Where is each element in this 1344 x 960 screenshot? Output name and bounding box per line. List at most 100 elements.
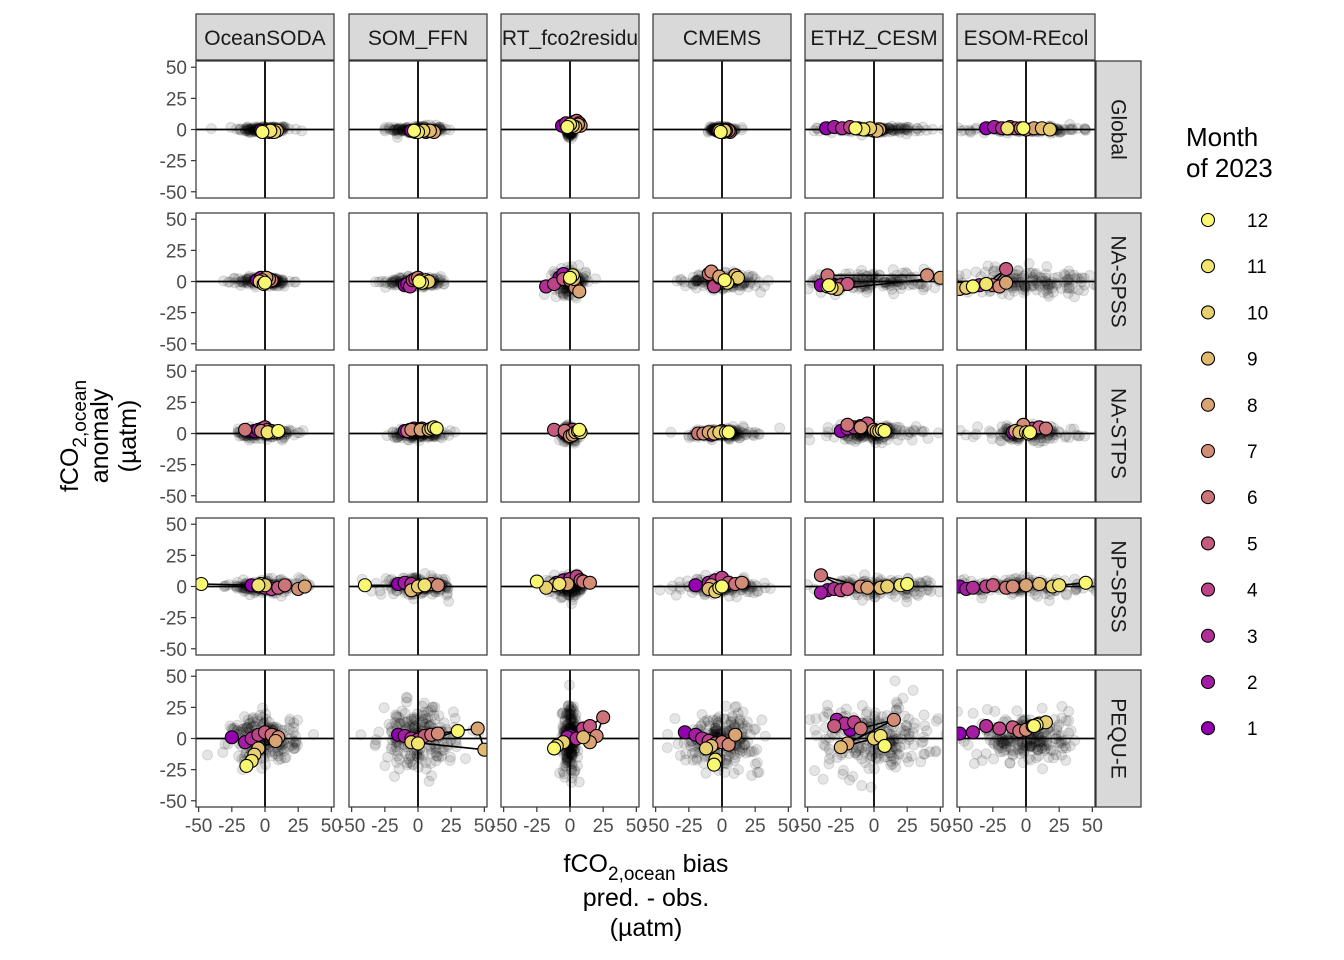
background-point	[736, 426, 748, 438]
background-point	[426, 770, 438, 782]
month-point-7	[430, 726, 445, 741]
background-point	[236, 723, 248, 735]
background-point	[278, 745, 290, 757]
background-point	[736, 745, 748, 757]
background-point	[379, 125, 391, 137]
background-point	[672, 738, 684, 750]
background-point	[1069, 584, 1081, 596]
background-point	[1041, 261, 1053, 273]
background-point	[1061, 589, 1073, 601]
month-point-12	[965, 279, 980, 294]
month-point-6	[1038, 421, 1053, 436]
background-point	[1027, 279, 1039, 291]
panel-border	[348, 212, 488, 351]
background-point	[680, 754, 692, 766]
month-point-11	[979, 276, 994, 292]
background-point	[233, 750, 245, 762]
background-point	[755, 286, 767, 298]
background-point	[748, 746, 760, 758]
month-point-12	[429, 421, 444, 436]
background-point	[425, 704, 437, 716]
background-point	[690, 282, 702, 294]
month-point-6	[238, 422, 253, 437]
background-point	[237, 274, 249, 286]
background-point	[400, 696, 412, 708]
background-point	[556, 591, 568, 603]
background-point	[241, 125, 253, 137]
month-point-8	[268, 733, 283, 749]
background-point	[887, 125, 899, 137]
panel-border	[500, 212, 640, 351]
background-point	[555, 592, 567, 604]
background-point	[1012, 265, 1024, 277]
month-point-12	[717, 273, 732, 288]
background-point	[759, 730, 771, 742]
background-point	[251, 712, 263, 724]
background-point	[429, 713, 441, 725]
background-point	[413, 751, 425, 763]
background-point	[720, 713, 732, 725]
panel-NA-STPS-RT_fco2residu	[500, 364, 640, 503]
background-point	[239, 722, 251, 734]
panel-border	[652, 517, 792, 656]
background-point	[422, 706, 434, 718]
month-point-3	[965, 580, 980, 595]
background-point	[924, 577, 936, 589]
background-point	[1030, 284, 1042, 296]
background-point	[389, 770, 401, 782]
background-point	[277, 742, 289, 754]
background-point	[749, 426, 761, 438]
background-point	[674, 749, 686, 761]
background-point	[744, 729, 756, 741]
background-point	[449, 426, 461, 438]
background-point	[388, 125, 400, 137]
background-point	[568, 767, 580, 779]
background-point	[791, 583, 801, 593]
background-point	[241, 721, 253, 733]
background-point	[707, 714, 719, 726]
background-point	[741, 716, 753, 728]
background-point	[557, 707, 569, 719]
background-point	[1056, 282, 1068, 294]
background-point	[739, 720, 751, 732]
background-point	[386, 279, 398, 291]
background-point	[929, 282, 941, 294]
panel-NA-STPS-ETHZ_CESM	[804, 364, 944, 503]
background-point	[284, 713, 296, 725]
background-point	[231, 719, 243, 731]
background-point	[283, 723, 295, 735]
background-point	[447, 706, 459, 718]
month-point-12	[357, 578, 372, 593]
background-point	[654, 584, 666, 596]
background-point	[394, 717, 406, 729]
background-point	[734, 715, 746, 727]
month-point-11	[251, 578, 266, 593]
background-point	[733, 432, 745, 444]
background-point	[419, 709, 431, 721]
background-point	[945, 275, 955, 285]
background-point	[247, 716, 259, 728]
background-point	[661, 742, 673, 754]
background-point	[560, 760, 572, 772]
background-point	[805, 434, 816, 446]
background-point	[390, 709, 402, 721]
background-point	[729, 701, 741, 713]
background-point	[560, 708, 572, 720]
background-point	[987, 265, 999, 277]
background-point	[1063, 282, 1075, 294]
background-point	[957, 581, 958, 584]
background-point	[920, 584, 932, 596]
background-point	[960, 268, 972, 280]
background-point	[237, 723, 249, 735]
background-point	[908, 424, 920, 436]
background-point	[235, 279, 247, 291]
background-point	[558, 290, 570, 302]
background-point	[725, 716, 737, 728]
background-point	[387, 277, 399, 289]
background-point	[1063, 277, 1075, 289]
background-point	[753, 766, 765, 778]
background-point	[691, 754, 703, 766]
background-point	[692, 274, 704, 286]
background-point	[279, 752, 291, 764]
background-point	[288, 429, 300, 441]
